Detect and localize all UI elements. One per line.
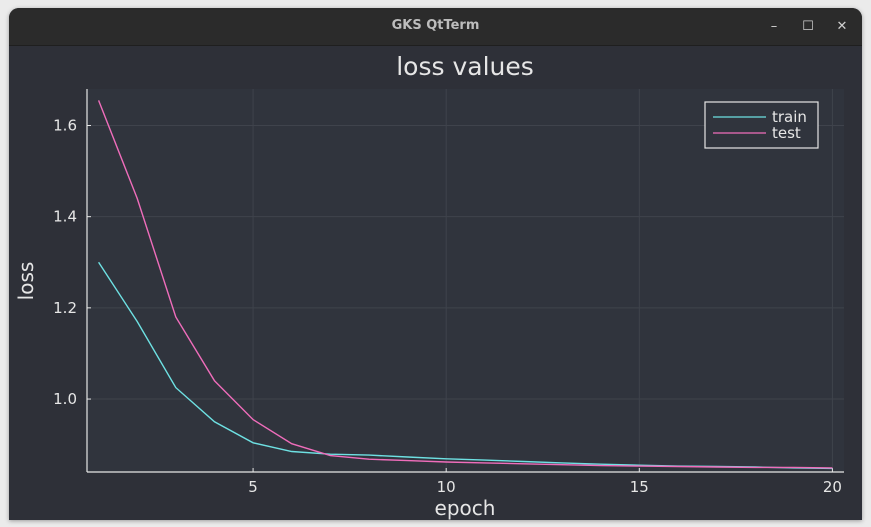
- x-tick-label: 10: [437, 478, 456, 496]
- loss-chart: 5 10 15 20 1.0 1.2 1.4 1.6 loss values epoch lo…: [9, 46, 862, 520]
- chart-title: loss values: [396, 52, 534, 81]
- maximize-button[interactable]: ☐: [802, 19, 814, 34]
- y-tick-label: 1.4: [53, 208, 77, 226]
- close-button[interactable]: ✕: [836, 19, 848, 34]
- x-tick-label: 5: [248, 478, 258, 496]
- y-tick-label: 1.2: [53, 299, 77, 317]
- plot-background: [87, 89, 844, 472]
- tick-labels: 5 10 15 20 1.0 1.2 1.4 1.6: [53, 116, 842, 496]
- y-tick-label: 1.6: [53, 116, 77, 134]
- series-test-line: [97, 100, 833, 469]
- legend: train test: [704, 101, 819, 149]
- legend-box: [704, 101, 819, 149]
- legend-train-label: train: [772, 108, 807, 126]
- axes: [86, 89, 844, 473]
- series-lines: [97, 100, 833, 470]
- x-tick-label: 20: [823, 478, 842, 496]
- y-axis-label: loss: [14, 262, 38, 301]
- app-window: GKS QtTerm – ☐ ✕ 5 10 15 20 1.0 1.2 1.4 1.6 los…: [9, 8, 862, 520]
- window-title: GKS QtTerm: [391, 18, 480, 33]
- y-tick-label: 1.0: [53, 390, 77, 408]
- x-tick-label: 15: [630, 478, 649, 496]
- title-bar[interactable]: GKS QtTerm – ☐ ✕: [9, 8, 862, 46]
- x-axis-label: epoch: [435, 496, 496, 520]
- minimize-button[interactable]: –: [770, 19, 778, 34]
- plot-area: 5 10 15 20 1.0 1.2 1.4 1.6 loss values epoch lo…: [9, 46, 862, 520]
- legend-test-label: test: [772, 124, 801, 142]
